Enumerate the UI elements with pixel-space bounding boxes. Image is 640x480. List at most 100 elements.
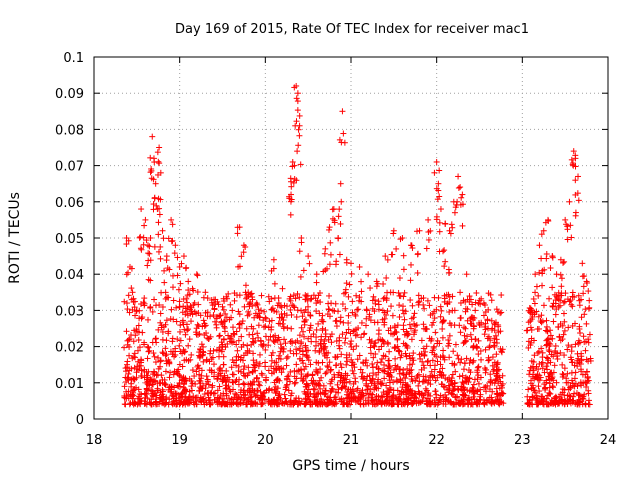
data-point: [152, 359, 159, 366]
data-point: [159, 304, 166, 311]
data-point: [561, 400, 568, 407]
data-point: [446, 308, 453, 315]
data-point: [329, 386, 336, 393]
data-point: [413, 228, 420, 235]
y-tick-label: 0.07: [55, 160, 84, 175]
data-point: [203, 356, 210, 363]
data-point: [260, 342, 267, 349]
data-point: [404, 345, 411, 352]
data-point: [360, 331, 367, 338]
data-point: [287, 297, 294, 304]
data-point: [147, 169, 154, 176]
data-point: [168, 216, 175, 223]
data-point: [280, 317, 287, 324]
data-point: [274, 376, 281, 383]
data-point: [173, 318, 180, 325]
data-point: [161, 380, 168, 387]
data-point: [164, 265, 171, 272]
data-point: [404, 382, 411, 389]
data-point: [186, 336, 193, 343]
data-point: [249, 338, 256, 345]
data-point: [402, 308, 409, 315]
data-point: [403, 353, 410, 360]
data-point: [574, 401, 581, 408]
data-point: [570, 382, 577, 389]
data-point: [197, 385, 204, 392]
data-point: [194, 288, 201, 295]
data-point: [348, 270, 355, 277]
data-point: [163, 317, 170, 324]
data-point: [406, 321, 413, 328]
data-point: [431, 362, 438, 369]
data-point: [363, 322, 370, 329]
data-point: [290, 292, 297, 299]
data-point: [580, 333, 587, 340]
data-point: [440, 317, 447, 324]
data-point: [177, 337, 184, 344]
data-point: [446, 227, 453, 234]
data-point: [543, 363, 550, 370]
data-point: [255, 322, 262, 329]
data-point: [259, 400, 266, 407]
data-point: [333, 362, 340, 369]
data-point: [300, 360, 307, 367]
data-point: [470, 323, 477, 330]
data-point: [237, 400, 244, 407]
data-point: [526, 397, 533, 404]
data-point: [584, 374, 591, 381]
data-point: [538, 319, 545, 326]
data-point: [173, 390, 180, 397]
data-point: [397, 236, 404, 243]
data-point: [418, 366, 425, 373]
x-tick-labels: 18 19 20 21 22 23 24: [86, 433, 617, 448]
data-point: [339, 108, 346, 115]
data-point: [324, 362, 331, 369]
data-point: [236, 292, 243, 299]
data-point: [579, 260, 586, 267]
data-point: [176, 298, 183, 305]
data-point: [420, 394, 427, 401]
data-point: [151, 243, 158, 250]
data-point: [331, 401, 338, 408]
data-point: [268, 357, 275, 364]
data-point: [137, 401, 144, 408]
data-point: [524, 327, 531, 334]
data-point: [428, 368, 435, 375]
data-point: [215, 371, 222, 378]
data-point: [539, 282, 546, 289]
data-point: [434, 358, 441, 365]
data-point: [466, 388, 473, 395]
data-point: [494, 308, 501, 315]
data-point: [491, 400, 498, 407]
data-point: [470, 342, 477, 349]
data-point: [149, 339, 156, 346]
data-point: [460, 366, 467, 373]
data-point: [470, 357, 477, 364]
y-tick-label: 0.04: [55, 268, 84, 283]
data-point: [543, 379, 550, 386]
data-point: [422, 348, 429, 355]
data-point: [281, 400, 288, 407]
data-point: [533, 283, 540, 290]
data-point: [416, 227, 423, 234]
data-point: [331, 219, 338, 226]
data-point: [432, 388, 439, 395]
data-point: [528, 306, 535, 313]
data-point: [467, 356, 474, 363]
data-point: [557, 349, 564, 356]
data-point: [457, 184, 464, 191]
data-point: [290, 179, 297, 186]
data-point: [336, 136, 343, 143]
data-point: [182, 331, 189, 338]
data-point: [326, 261, 333, 268]
data-point: [159, 336, 166, 343]
data-point: [480, 300, 487, 307]
data-point: [185, 326, 192, 333]
data-point: [341, 339, 348, 346]
data-point: [369, 360, 376, 367]
data-point: [441, 384, 448, 391]
data-point: [327, 380, 334, 387]
data-point: [246, 331, 253, 338]
data-point: [287, 401, 294, 408]
data-point: [329, 307, 336, 314]
